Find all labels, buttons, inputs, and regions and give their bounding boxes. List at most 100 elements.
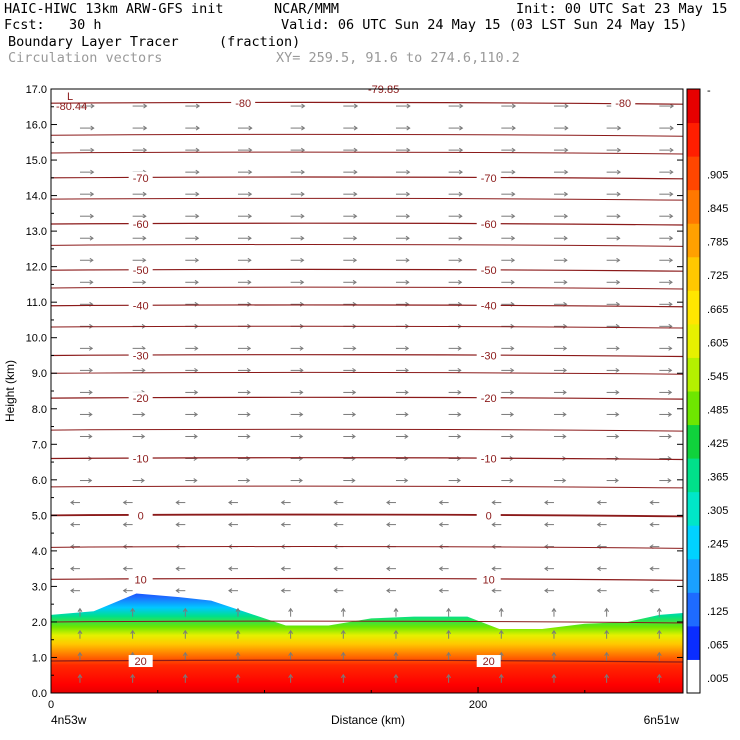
min-value-label: -80.44 xyxy=(56,101,87,113)
contour-label-bg xyxy=(128,264,153,277)
vector-arrowhead xyxy=(193,456,198,461)
vector-arrowhead xyxy=(89,213,95,219)
vector-arrowhead xyxy=(458,257,463,263)
vector-arrowhead xyxy=(142,279,147,285)
vector-arrowhead xyxy=(458,235,463,241)
temperature-contours: -80 -80 -70 -70 -60 -60 -50 -50 -40 -40 -30 -30 -20 -… xyxy=(50,84,684,668)
vector-arrowhead xyxy=(228,588,233,594)
y-tick-label: 2.0 xyxy=(32,617,47,629)
vector-arrowhead xyxy=(235,629,241,635)
vector-arrowhead xyxy=(669,213,674,219)
vector-arrowhead xyxy=(616,257,621,263)
vector-arrowhead xyxy=(438,566,443,572)
colorbar-swatch xyxy=(687,491,700,526)
vector-arrowhead xyxy=(352,301,357,307)
contour-line xyxy=(50,371,684,375)
vector-arrowhead xyxy=(142,213,147,219)
vector-arrowhead xyxy=(393,673,399,679)
vector-arrowhead xyxy=(280,500,285,505)
vector-arrowhead xyxy=(405,257,410,263)
vector-arrowhead xyxy=(122,566,127,572)
vector-arrowhead xyxy=(193,412,199,417)
vector-arrowhead xyxy=(386,588,391,594)
vector-arrowhead xyxy=(564,147,569,153)
vector-arrowhead xyxy=(175,522,180,528)
vector-arrowhead xyxy=(247,301,252,307)
colorbar-swatch xyxy=(687,625,700,660)
vectors-label: Circulation vectors xyxy=(8,50,163,66)
vector-arrowhead xyxy=(616,169,621,175)
vector-arrowhead xyxy=(353,235,358,241)
contour-label: -50 xyxy=(481,265,497,277)
vector-arrowhead xyxy=(616,279,621,285)
vector-arrowhead xyxy=(667,478,672,483)
contour-label: -60 xyxy=(481,219,497,231)
contour-line xyxy=(50,546,684,549)
vector-arrowhead xyxy=(510,367,515,373)
vector-arrowhead xyxy=(668,390,673,395)
vector-arrowhead xyxy=(193,478,198,483)
vector-arrowhead xyxy=(459,103,464,109)
vector-arrowhead xyxy=(604,629,610,635)
vector-arrowhead xyxy=(246,434,251,439)
vector-arrowhead xyxy=(340,629,346,635)
vector-arrowhead xyxy=(404,367,410,373)
vector-arrowhead xyxy=(563,213,569,219)
vector-arrowhead xyxy=(194,345,199,351)
vector-arrowhead xyxy=(491,588,496,594)
vector-arrowhead xyxy=(299,301,305,307)
vector-arrowhead xyxy=(77,651,83,657)
x-left-location: 4n53w xyxy=(51,713,87,727)
vector-arrowhead xyxy=(195,103,201,109)
vector-arrowhead xyxy=(300,235,305,241)
vector-arrowhead xyxy=(351,478,356,483)
y-axis-label: Height (km) xyxy=(3,360,17,422)
vector-arrowhead xyxy=(563,279,568,285)
vector-arrowhead xyxy=(669,125,674,131)
contour-line xyxy=(50,133,684,137)
contour-label: -10 xyxy=(481,454,497,466)
y-tick-label: 0.0 xyxy=(32,688,47,700)
colorbar-label: .005 xyxy=(707,673,728,685)
vector-arrowhead xyxy=(300,147,306,153)
vector-arrowhead xyxy=(351,434,356,439)
vector-arrowhead xyxy=(248,125,253,131)
vector-arrowhead xyxy=(70,566,75,572)
vector-arrowhead xyxy=(456,478,461,483)
vector-arrowhead xyxy=(669,103,675,109)
contour-line xyxy=(50,286,684,290)
colorbar-swatch xyxy=(687,189,700,224)
vector-arrowhead xyxy=(649,566,654,572)
contour-label-bg xyxy=(476,573,501,586)
vector-arrowhead xyxy=(301,103,306,109)
vector-arrowhead xyxy=(130,673,136,679)
vector-arrowhead xyxy=(406,169,411,175)
contour-label-bg xyxy=(476,349,501,362)
vector-arrowhead xyxy=(228,500,233,505)
vector-arrowhead xyxy=(353,103,359,109)
contour-line xyxy=(50,325,684,329)
vector-arrowhead xyxy=(511,235,516,241)
vector-arrowhead xyxy=(298,478,303,483)
colorbar-label: .905 xyxy=(707,170,728,182)
contour-label: -50 xyxy=(133,265,149,277)
vector-arrowhead xyxy=(340,673,346,679)
colorbar-label: .425 xyxy=(707,438,728,450)
vector-arrowhead xyxy=(88,345,94,351)
vector-arrowhead xyxy=(604,651,610,657)
contour-label-bg xyxy=(128,509,153,522)
y-tick-label: 7.0 xyxy=(32,439,47,451)
vector-arrowhead xyxy=(288,629,294,635)
vector-arrowhead xyxy=(544,500,549,505)
vector-arrowhead xyxy=(457,434,462,439)
vector-arrowhead xyxy=(175,500,180,505)
vector-arrowhead xyxy=(458,191,463,197)
vector-arrowhead xyxy=(88,390,93,395)
contour-label-bg xyxy=(476,452,501,465)
vector-arrowhead xyxy=(280,588,285,594)
vector-arrowhead xyxy=(498,673,504,679)
contour-label-bg xyxy=(476,171,501,184)
vector-arrowhead xyxy=(247,257,252,263)
vector-arrowhead xyxy=(142,235,147,241)
vector-arrowhead xyxy=(353,191,358,197)
